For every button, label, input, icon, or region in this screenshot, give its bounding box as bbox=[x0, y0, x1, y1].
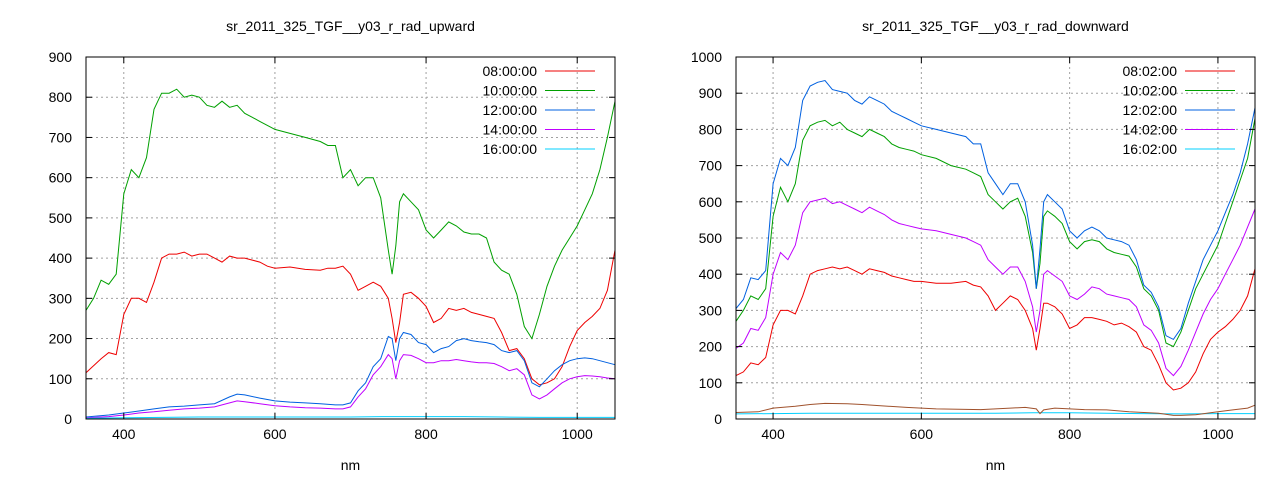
series-line-4 bbox=[85, 353, 616, 419]
y-tick-label: 1000 bbox=[691, 49, 722, 65]
x-tick-label: 600 bbox=[263, 426, 287, 442]
y-tick-label: 600 bbox=[699, 194, 723, 210]
y-tick-label: 900 bbox=[49, 49, 73, 65]
legend-label: 08:00:00 bbox=[483, 63, 538, 79]
series-line-1 bbox=[85, 250, 616, 386]
legend-label: 12:02:00 bbox=[1123, 102, 1178, 118]
chart-panel-1: 400 600 800 1000 0 100 200 300 400 500 600 700 800 90… bbox=[49, 18, 616, 473]
y-tick-label: 800 bbox=[699, 121, 723, 137]
x-tick-label: 800 bbox=[1058, 426, 1082, 442]
y-tick-label: 500 bbox=[699, 230, 723, 246]
y-tick-label: 500 bbox=[49, 210, 73, 226]
y-tick-label: 200 bbox=[699, 339, 723, 355]
y-tick-label: 600 bbox=[49, 170, 73, 186]
y-tick-label: 800 bbox=[49, 89, 73, 105]
y-tick-label: 300 bbox=[49, 290, 73, 306]
legend-label: 10:00:00 bbox=[483, 83, 538, 99]
x-tick-label: 800 bbox=[414, 426, 438, 442]
series-line-3 bbox=[85, 331, 616, 418]
x-tick-label: 400 bbox=[761, 426, 785, 442]
series-line-3 bbox=[735, 79, 1256, 341]
series-line-4 bbox=[735, 197, 1256, 377]
series-line-5 bbox=[735, 412, 1255, 415]
y-tick-label: 700 bbox=[699, 158, 723, 174]
series-line-6 bbox=[735, 402, 1256, 416]
y-tick-label: 100 bbox=[699, 375, 723, 391]
x-tick-label: 1000 bbox=[562, 426, 593, 442]
chart-title: sr_2011_325_TGF__y03_r_rad_upward bbox=[226, 18, 475, 34]
x-tick-label: 600 bbox=[910, 426, 934, 442]
y-tick-label: 400 bbox=[699, 266, 723, 282]
y-tick-label: 0 bbox=[714, 411, 722, 427]
chart-title: sr_2011_325_TGF__y03_r_rad_downward bbox=[862, 18, 1129, 34]
x-tick-label: 400 bbox=[112, 426, 136, 442]
legend-label: 14:02:00 bbox=[1123, 122, 1178, 138]
plot-frame bbox=[85, 56, 616, 420]
legend-label: 08:02:00 bbox=[1123, 63, 1178, 79]
y-tick-label: 400 bbox=[49, 250, 73, 266]
chart-panel-2: 400 600 800 1000 0 100 200 300 400 500 600 700 800 90… bbox=[691, 18, 1256, 473]
x-tick-label: 1000 bbox=[1202, 426, 1233, 442]
y-tick-label: 900 bbox=[699, 85, 723, 101]
legend-label: 16:00:00 bbox=[483, 141, 538, 157]
x-axis-label: nm bbox=[341, 457, 360, 473]
legend-label: 14:00:00 bbox=[483, 122, 538, 138]
y-tick-label: 200 bbox=[49, 331, 73, 347]
x-axis-label: nm bbox=[986, 457, 1005, 473]
series-line-1 bbox=[735, 266, 1256, 391]
y-tick-label: 300 bbox=[699, 302, 723, 318]
legend-label: 12:00:00 bbox=[483, 102, 538, 118]
legend-label: 10:02:00 bbox=[1123, 83, 1178, 99]
series-line-2 bbox=[735, 118, 1256, 348]
series-line-2 bbox=[85, 88, 616, 340]
y-tick-label: 100 bbox=[49, 371, 73, 387]
y-tick-label: 0 bbox=[64, 411, 72, 427]
legend-label: 16:02:00 bbox=[1123, 141, 1178, 157]
series-line-5 bbox=[85, 416, 615, 419]
y-tick-label: 700 bbox=[49, 129, 73, 145]
